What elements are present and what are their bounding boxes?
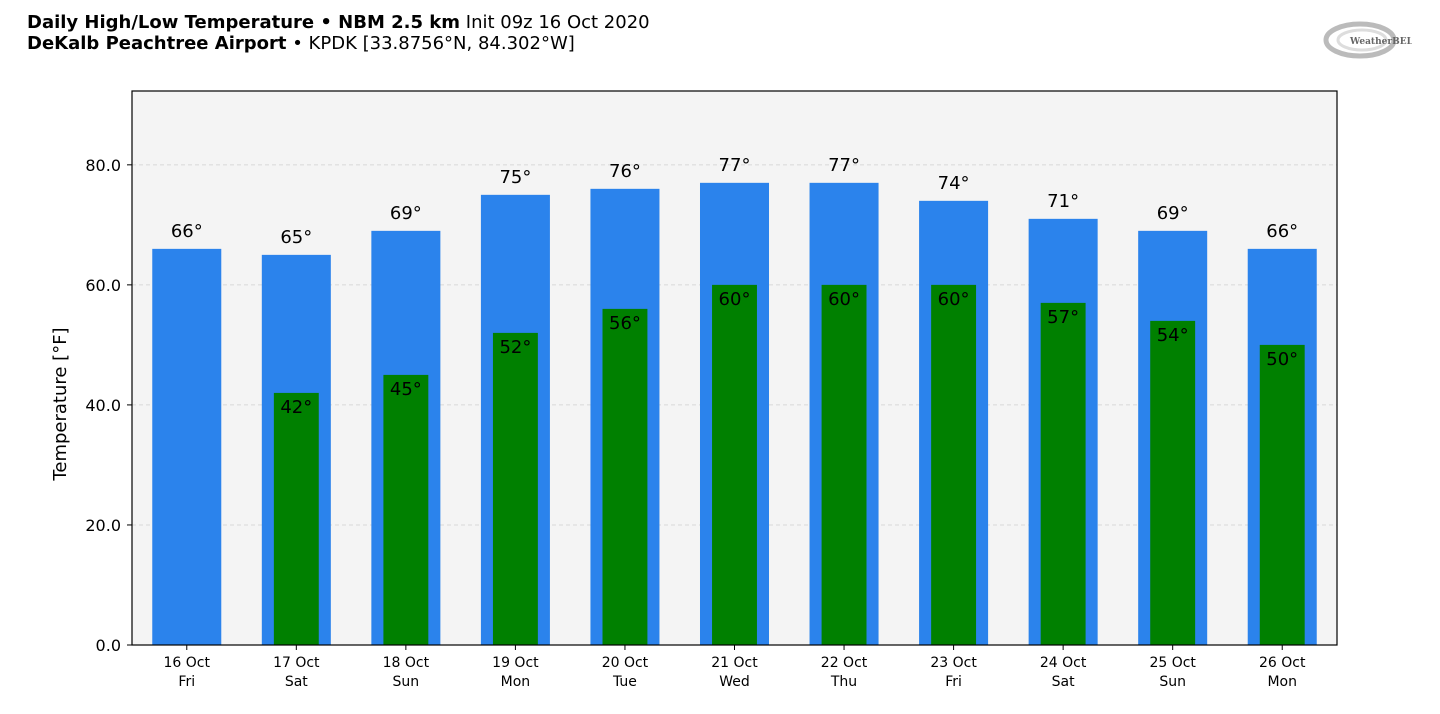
x-tick-label: 25 Oct	[1149, 655, 1196, 671]
x-tick-weekday: Mon	[1267, 674, 1297, 690]
low-bar	[1040, 302, 1086, 645]
high-label: 75°	[499, 167, 531, 188]
x-tick-weekday: Tue	[612, 674, 637, 690]
low-bar	[712, 284, 757, 645]
x-tick-weekday: Wed	[719, 674, 750, 690]
high-label: 69°	[1157, 203, 1189, 224]
low-bar	[492, 332, 538, 645]
low-label: 45°	[390, 379, 422, 400]
x-tick-label: 16 Oct	[164, 655, 211, 671]
y-tick-label: 40.0	[85, 396, 121, 415]
y-tick-label: 0.0	[96, 636, 121, 655]
high-label: 77°	[828, 155, 860, 176]
low-label: 52°	[499, 337, 531, 358]
x-tick-label: 22 Oct	[821, 655, 868, 671]
low-label: 57°	[1047, 307, 1079, 328]
location-title: DeKalb Peachtree Airport • KPDK [33.8756…	[27, 33, 575, 54]
low-bar	[821, 284, 867, 645]
x-tick-weekday: Sat	[1052, 674, 1075, 690]
high-label: 66°	[1266, 221, 1298, 242]
high-label: 71°	[1047, 191, 1079, 212]
high-label: 65°	[280, 227, 312, 248]
high-label: 76°	[609, 161, 641, 182]
chart-title: Daily High/Low Temperature • NBM 2.5 km …	[27, 12, 650, 33]
x-tick-weekday: Sun	[1159, 674, 1186, 690]
low-label: 60°	[938, 289, 970, 310]
x-tick-label: 21 Oct	[711, 655, 758, 671]
high-label: 77°	[719, 155, 751, 176]
y-tick-label: 60.0	[85, 276, 121, 295]
x-tick-label: 19 Oct	[492, 655, 539, 671]
svg-text:WeatherBELL: WeatherBELL	[1349, 37, 1412, 47]
init-time: Init 09z 16 Oct 2020	[465, 12, 650, 33]
low-bar	[1150, 320, 1196, 645]
x-tick-label: 20 Oct	[602, 655, 649, 671]
y-tick-label: 20.0	[85, 516, 121, 535]
high-label: 74°	[938, 173, 970, 194]
title-bold: Daily High/Low Temperature • NBM 2.5 km	[27, 12, 461, 33]
weatherbell-logo: WeatherBELL	[1323, 21, 1412, 59]
low-bar	[1259, 344, 1305, 645]
x-tick-weekday: Fri	[178, 674, 195, 690]
x-tick-weekday: Mon	[501, 674, 531, 690]
y-axis-label: Temperature [°F]	[50, 327, 71, 481]
low-label: 56°	[609, 313, 641, 334]
x-tick-weekday: Sun	[393, 674, 420, 690]
y-tick-label: 80.0	[85, 156, 121, 175]
x-tick-weekday: Thu	[830, 674, 857, 690]
high-bar	[152, 248, 222, 645]
high-label: 69°	[390, 203, 422, 224]
low-label: 60°	[828, 289, 860, 310]
x-tick-weekday: Fri	[945, 674, 962, 690]
low-bar	[273, 392, 319, 645]
x-tick-label: 18 Oct	[383, 655, 430, 671]
high-label: 66°	[171, 221, 203, 242]
low-label: 50°	[1266, 349, 1298, 370]
x-tick-label: 17 Oct	[273, 655, 320, 671]
low-bar	[602, 308, 648, 645]
station-coords: • KPDK [33.8756°N, 84.302°W]	[292, 33, 575, 54]
x-tick-label: 26 Oct	[1259, 655, 1306, 671]
x-tick-label: 24 Oct	[1040, 655, 1087, 671]
location-name: DeKalb Peachtree Airport	[27, 33, 287, 54]
low-label: 60°	[719, 289, 751, 310]
x-tick-label: 23 Oct	[930, 655, 977, 671]
low-label: 54°	[1157, 325, 1189, 346]
x-tick-weekday: Sat	[285, 674, 308, 690]
low-label: 42°	[280, 397, 312, 418]
low-bar	[931, 284, 977, 645]
low-bar	[383, 374, 429, 645]
